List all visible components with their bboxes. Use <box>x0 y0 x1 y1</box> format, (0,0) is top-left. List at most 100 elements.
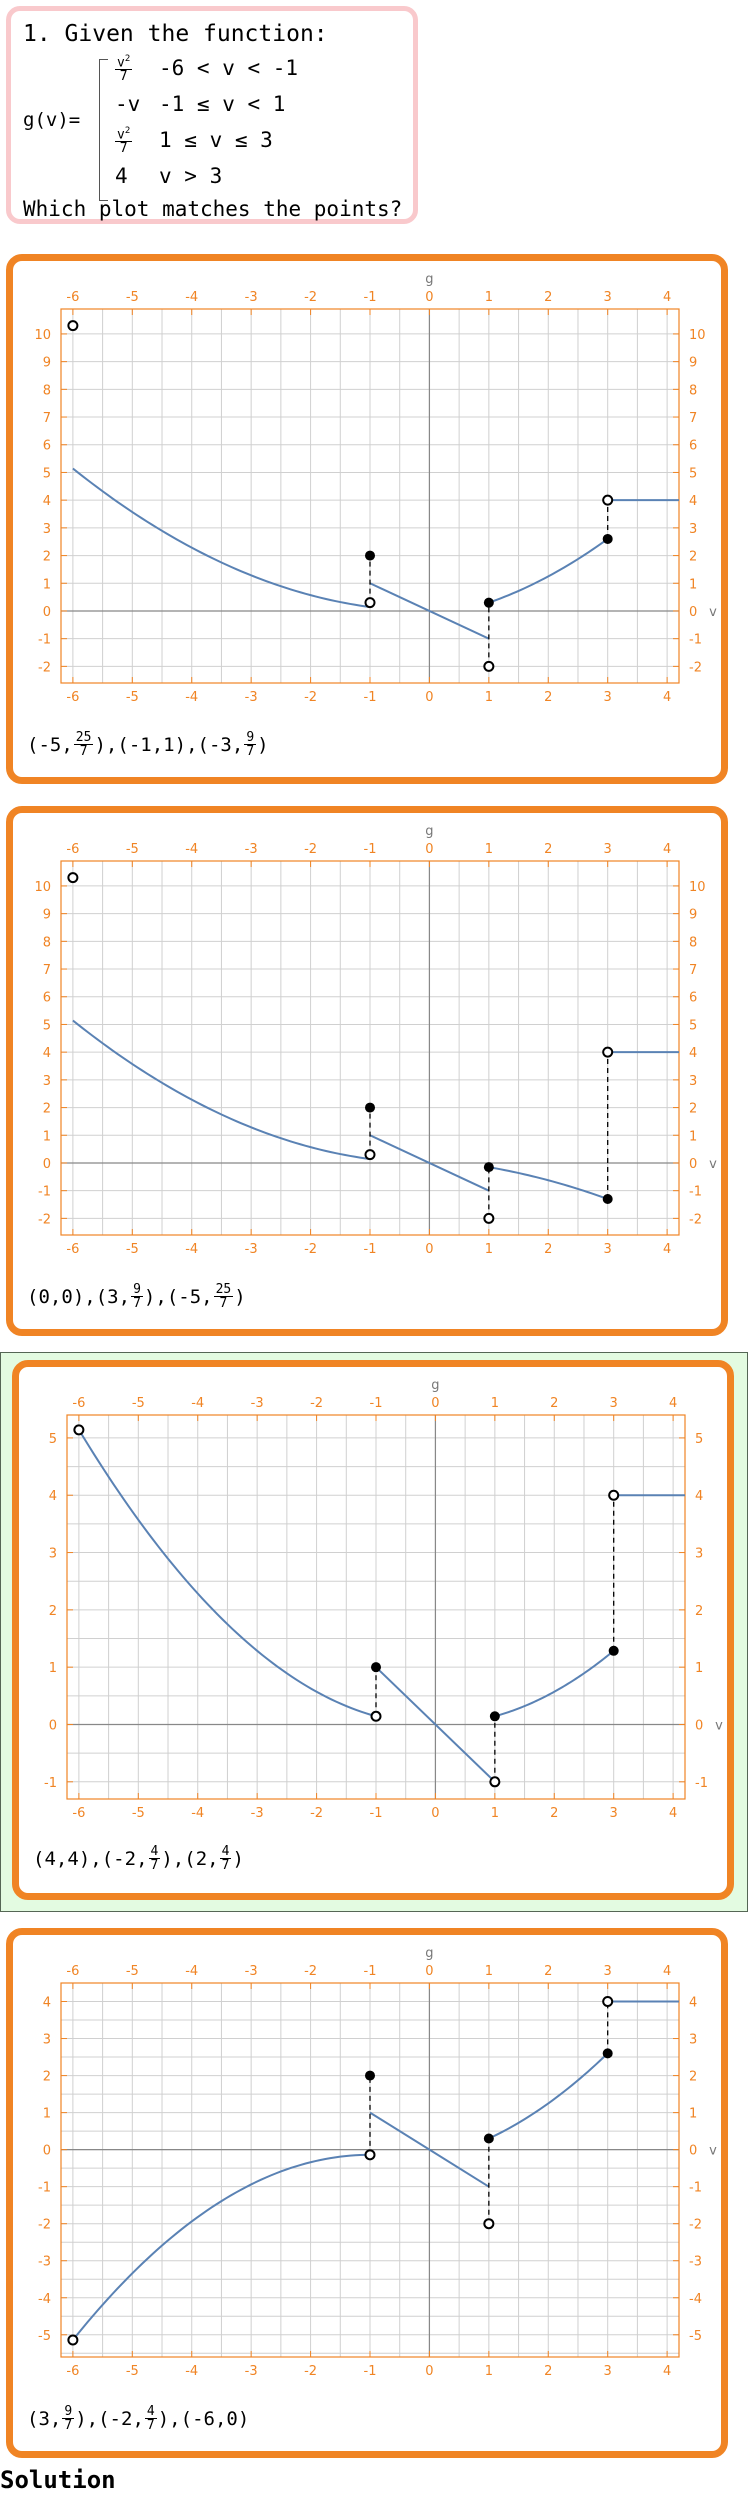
x-tick-label-top: 2 <box>544 290 552 305</box>
case-4: 4 v > 3 <box>115 164 223 188</box>
y-tick-label-left: -1 <box>38 633 51 648</box>
open-point <box>483 660 495 672</box>
x-tick-label-top: 3 <box>604 290 612 305</box>
y-tick-label-left: -3 <box>38 2255 51 2270</box>
y-tick-label-right: 0 <box>689 1157 697 1172</box>
x-tick-label-bottom: -6 <box>66 2364 79 2379</box>
x-tick-label-bottom: -2 <box>310 1806 323 1821</box>
option-d[interactable]: -6 -6 -5 -5 -4 -4 -3 -3 -2 -2 -1 -1 0 0 1 1 2 2 3 3 4 4 -5 -5 -4… <box>6 1928 728 2458</box>
option-c[interactable]: -6 -6 -5 -5 -4 -4 -3 -3 -2 -2 -1 -1 0 0 1 1 2 2 3 3 4 4 -1 -1 0 0… <box>12 1360 734 1900</box>
open-point <box>364 2149 376 2161</box>
x-tick-label-top: 0 <box>425 290 433 305</box>
y-tick-label-left: 7 <box>43 411 51 426</box>
y-tick-label-right: 4 <box>689 1996 697 2011</box>
x-tick-label-bottom: -6 <box>72 1806 85 1821</box>
y-tick-label-right: -5 <box>689 2329 702 2344</box>
point-x: 3 <box>107 1285 119 1308</box>
y-tick-label-right: 5 <box>689 466 697 481</box>
x-tick-label-bottom: -5 <box>132 1806 145 1821</box>
x-tick-label-bottom: 2 <box>544 1242 552 1257</box>
y-tick-label-left: 0 <box>49 1718 57 1733</box>
y-tick-label-left: 5 <box>43 1018 51 1033</box>
curve-segment <box>488 1166 609 1200</box>
y-tick-label-left: 3 <box>43 1074 51 1089</box>
grid <box>61 309 679 683</box>
plot-option-b: -6 -6 -5 -5 -4 -4 -3 -3 -2 -2 -1 -1 0 0 1 1 2 2 3 3 4 4 -2 -2 -1… <box>34 824 717 1257</box>
points-option-c: (4, 4),(-2, 4 7),(2, 4 7) <box>33 1844 244 1873</box>
y-tick-label-right: -4 <box>689 2292 702 2307</box>
x-tick-label-top: 1 <box>485 290 493 305</box>
y-tick-label-right: 3 <box>689 2033 697 2048</box>
y-tick-label-right: -1 <box>689 633 702 648</box>
y-tick-label-left: -1 <box>38 2181 51 2196</box>
open-point <box>370 1710 382 1722</box>
x-tick-label-bottom: 1 <box>485 1242 493 1257</box>
closed-point <box>371 1662 381 1673</box>
option-b[interactable]: -6 -6 -5 -5 -4 -4 -3 -3 -2 -2 -1 -1 0 0 1 1 2 2 3 3 4 4 -2 -2 -1… <box>6 806 728 1336</box>
y-axis-label: g <box>425 272 433 287</box>
closed-point <box>602 533 613 544</box>
point-x: -3 <box>208 733 232 756</box>
y-tick-label-right: 8 <box>689 935 697 950</box>
x-tick-label-top: -2 <box>304 290 317 305</box>
x-tick-label-top: 4 <box>663 1964 671 1979</box>
x-tick-label-top: 4 <box>663 290 671 305</box>
option-a[interactable]: -6 -6 -5 -5 -4 -4 -3 -3 -2 -2 -1 -1 0 0 1 1 2 2 3 3 4 4 -2 -2 -1… <box>6 254 728 784</box>
y-tick-label-left: 4 <box>43 494 51 509</box>
closed-point <box>365 1102 375 1113</box>
x-tick-label-top: -4 <box>185 842 198 857</box>
y-tick-label-left: -5 <box>38 2329 51 2344</box>
open-point <box>73 1424 85 1436</box>
x-axis-label: v <box>709 1157 717 1172</box>
open-point <box>489 1776 501 1788</box>
x-tick-label-top: -3 <box>251 1396 264 1411</box>
curve-segment <box>72 2153 371 2341</box>
x-tick-label-bottom: 4 <box>663 1242 671 1257</box>
x-tick-label-bottom: -2 <box>304 690 317 705</box>
case-3: v2 7 1 ≤ v ≤ 3 <box>115 125 273 157</box>
x-tick-label-bottom: -1 <box>364 690 377 705</box>
x-tick-label-top: -2 <box>310 1396 323 1411</box>
y-tick-label-right: 0 <box>695 1718 703 1733</box>
x-tick-label-bottom: 2 <box>544 690 552 705</box>
x-tick-label-top: 1 <box>485 842 493 857</box>
x-tick-label-bottom: -5 <box>126 2364 139 2379</box>
point-x: 2 <box>195 1847 208 1870</box>
x-tick-label-top: -5 <box>126 1964 139 1979</box>
x-tick-label-top: 2 <box>550 1396 558 1411</box>
y-tick-label-right: 7 <box>689 963 697 978</box>
y-tick-label-right: 6 <box>689 439 697 454</box>
x-tick-label-bottom: 4 <box>663 690 671 705</box>
y-tick-label-left: 8 <box>43 935 51 950</box>
point-x: -1 <box>128 733 152 756</box>
point-y: 4 <box>67 1847 79 1870</box>
x-tick-label-bottom: -6 <box>66 1242 79 1257</box>
x-tick-label-bottom: -3 <box>251 1806 264 1821</box>
x-tick-label-top: 2 <box>544 842 552 857</box>
y-tick-label-right: 5 <box>695 1432 703 1447</box>
point-x: -5 <box>38 733 62 756</box>
x-tick-label-bottom: 3 <box>604 2364 612 2379</box>
curve-segment <box>369 2111 490 2188</box>
y-tick-label-left: -1 <box>38 1185 51 1200</box>
points-option-b: (0, 0),(3, 9 7),(-5, 25 7) <box>27 1282 246 1311</box>
x-tick-label-top: -5 <box>126 290 139 305</box>
x-tick-label-bottom: -3 <box>245 2364 258 2379</box>
open-point <box>364 597 376 609</box>
curve-segment <box>72 1019 371 1161</box>
x-tick-label-bottom: 0 <box>431 1806 439 1821</box>
x-tick-label-bottom: 3 <box>604 690 612 705</box>
y-tick-label-left: 4 <box>43 1996 51 2011</box>
x-tick-label-bottom: -5 <box>126 1242 139 1257</box>
x-tick-label-top: 1 <box>491 1396 499 1411</box>
x-tick-label-top: -6 <box>66 290 79 305</box>
x-tick-label-bottom: -2 <box>304 2364 317 2379</box>
y-axis-label: g <box>425 1946 433 1961</box>
x-tick-label-top: 0 <box>425 1964 433 1979</box>
open-point <box>602 1046 614 1058</box>
grid <box>67 1415 685 1799</box>
x-tick-label-bottom: 2 <box>550 1806 558 1821</box>
